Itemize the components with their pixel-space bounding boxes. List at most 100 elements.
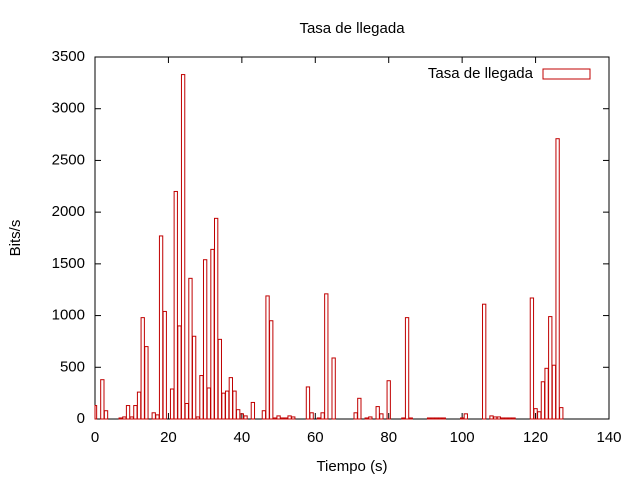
x-tick-label: 140 (596, 429, 621, 446)
y-tick-label: 3500 (52, 48, 85, 65)
bar (305, 386, 311, 420)
bar (548, 316, 553, 420)
bar (544, 367, 549, 420)
bar (243, 415, 248, 420)
bar (276, 415, 281, 420)
y-tick-label: 1000 (52, 307, 85, 324)
plot-border (94, 56, 610, 420)
x-tick-label: 100 (450, 429, 475, 446)
bar (236, 409, 241, 420)
bar (364, 417, 369, 420)
bar (133, 405, 138, 420)
bar (155, 414, 160, 420)
bar (500, 417, 505, 420)
bar (353, 412, 358, 420)
bar (559, 407, 564, 420)
bar (291, 416, 296, 420)
bar (379, 413, 384, 420)
y-tick-label: 500 (60, 358, 85, 375)
bar (151, 412, 156, 420)
bar (316, 417, 322, 420)
x-tick-label: 80 (380, 429, 397, 446)
legend-label: Tasa de llegada (428, 65, 534, 82)
y-tick-label: 2000 (52, 203, 85, 220)
bar (272, 417, 278, 420)
bar (386, 380, 391, 420)
bar (191, 335, 197, 420)
bar (184, 402, 189, 420)
x-tick-label: 0 (91, 429, 99, 446)
bar (250, 401, 256, 420)
bar (265, 295, 270, 420)
bar (221, 392, 226, 420)
x-tick-label: 60 (307, 429, 324, 446)
bar (540, 381, 546, 420)
bar (202, 259, 208, 420)
bar (555, 138, 560, 420)
bar (287, 415, 292, 420)
bar (162, 310, 167, 420)
bar (210, 248, 215, 420)
bar (507, 417, 513, 420)
y-tick-label: 3000 (52, 100, 85, 117)
bar (504, 417, 509, 420)
bar (426, 417, 432, 420)
bar (331, 357, 336, 420)
bar (441, 417, 446, 420)
bar (375, 406, 380, 420)
bar (280, 417, 285, 420)
chart-title: Tasa de llegada (299, 20, 405, 37)
bar (122, 416, 127, 420)
bar (94, 405, 98, 420)
bar (214, 217, 219, 420)
bar (158, 235, 164, 420)
y-tick-label: 0 (77, 410, 85, 427)
bar (225, 390, 230, 420)
bar (118, 417, 123, 420)
bar (489, 415, 494, 420)
y-tick-label: 1500 (52, 255, 85, 272)
bar (232, 390, 237, 420)
bar (144, 346, 149, 420)
bar (537, 411, 542, 420)
bar (309, 412, 314, 420)
bar (434, 417, 439, 420)
bar (437, 417, 443, 420)
x-tick-label: 20 (160, 429, 177, 446)
bar (261, 410, 267, 420)
y-tick-label: 2500 (52, 151, 85, 168)
bar (125, 405, 131, 420)
bar (511, 417, 516, 420)
bar (199, 375, 204, 420)
x-tick-label: 40 (234, 429, 251, 446)
bar (551, 364, 557, 420)
bar (140, 317, 145, 420)
bar (529, 297, 535, 420)
bar (217, 338, 222, 420)
y-axis-label: Bits/s (7, 220, 24, 257)
bar (408, 417, 413, 420)
bar (195, 416, 200, 420)
bar (180, 74, 186, 420)
bar (493, 416, 498, 420)
bar (206, 387, 211, 420)
bar (100, 379, 105, 420)
bar (173, 190, 178, 420)
bar (269, 320, 274, 420)
bar (430, 417, 435, 420)
bar (324, 293, 329, 420)
legend-swatch (542, 68, 591, 80)
bar (283, 417, 289, 420)
x-tick-label: 120 (523, 429, 548, 446)
bar (320, 412, 325, 420)
bar (129, 416, 134, 420)
bar (103, 410, 109, 420)
bar (228, 377, 233, 420)
bar (482, 303, 487, 420)
bar (463, 413, 468, 420)
bar (177, 325, 182, 420)
bar (169, 388, 175, 420)
bar (357, 397, 362, 420)
